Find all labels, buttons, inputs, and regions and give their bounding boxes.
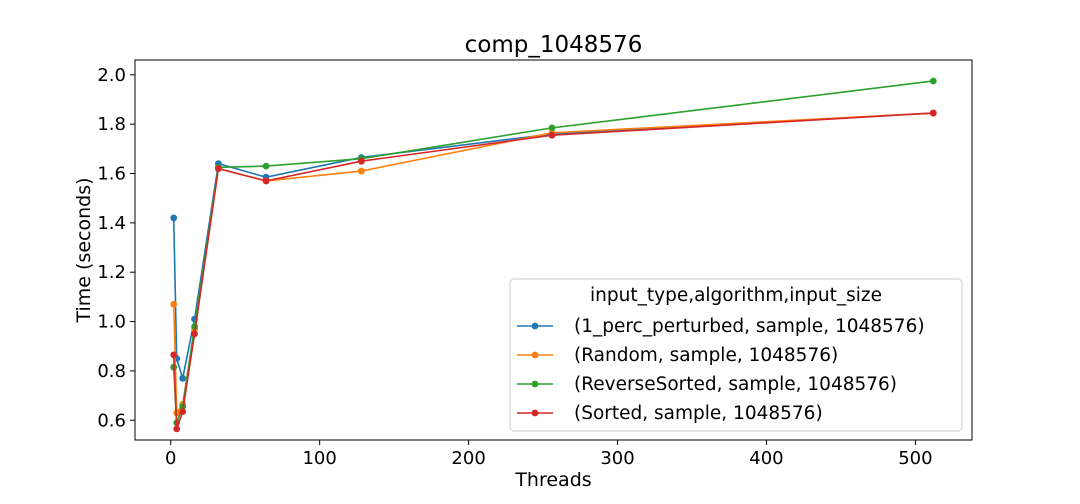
x-axis-label: Threads	[514, 469, 591, 491]
legend-entry: (Sorted, sample, 1048576)	[517, 403, 823, 424]
legend-label: (1_perc_perturbed, sample, 1048576)	[574, 316, 925, 337]
legend-entry: (Random, sample, 1048576)	[517, 345, 838, 366]
data-point	[215, 165, 222, 172]
data-point	[357, 167, 365, 175]
x-tick-label: 500	[898, 448, 932, 469]
legend-swatch-marker	[531, 322, 539, 330]
y-tick-label: 1.8	[97, 114, 126, 135]
y-tick-label: 1.0	[97, 312, 126, 333]
x-tick-label: 200	[451, 448, 485, 469]
chart-title: comp_1048576	[465, 32, 643, 58]
legend-label: (Sorted, sample, 1048576)	[574, 403, 823, 424]
legend-entry: (ReverseSorted, sample, 1048576)	[517, 374, 897, 395]
data-point	[179, 408, 187, 416]
data-point	[929, 77, 937, 85]
legend-label: (ReverseSorted, sample, 1048576)	[574, 374, 897, 395]
y-tick-label: 0.6	[97, 410, 126, 431]
data-point	[170, 300, 178, 308]
legend-title: input_type,algorithm,input_size	[590, 285, 882, 306]
y-tick-label: 1.2	[97, 262, 126, 283]
x-tick-label: 400	[749, 448, 783, 469]
legend-entry: (1_perc_perturbed, sample, 1048576)	[517, 316, 925, 337]
y-axis-label: Time (seconds)	[73, 177, 95, 323]
data-point	[929, 109, 937, 117]
x-tick-label: 0	[165, 448, 176, 469]
series-lines	[170, 77, 937, 433]
data-point	[548, 124, 556, 132]
legend-swatch-marker	[531, 380, 539, 388]
y-tick-label: 1.6	[97, 164, 126, 185]
data-point	[179, 374, 187, 382]
legend-swatch-marker	[531, 351, 539, 359]
legend-swatch-marker	[531, 409, 539, 417]
data-point	[357, 157, 365, 165]
y-tick-label: 2.0	[97, 65, 126, 86]
data-point	[191, 330, 198, 338]
y-tick-label: 0.8	[97, 361, 126, 382]
x-axis-ticks: 0 100 200 300 400 500	[165, 440, 933, 469]
legend-box	[509, 278, 963, 432]
legend-label: (Random, sample, 1048576)	[574, 345, 838, 366]
legend-entries: (1_perc_perturbed, sample, 1048576) (Rand…	[517, 316, 925, 424]
x-tick-label: 300	[600, 448, 634, 469]
y-tick-label: 1.4	[97, 213, 126, 234]
data-point	[170, 214, 178, 222]
data-point	[173, 425, 181, 433]
legend: input_type,algorithm,input_size (1_perc_…	[509, 278, 963, 432]
y-axis-ticks: 0.6 0.8 1.0 1.2 1.4 1.6 1.8 2.0	[97, 65, 135, 431]
data-point	[262, 162, 270, 170]
data-point	[262, 177, 270, 185]
data-point	[170, 351, 178, 359]
x-tick-label: 100	[302, 448, 336, 469]
data-point	[548, 131, 556, 139]
series-3	[170, 109, 937, 433]
